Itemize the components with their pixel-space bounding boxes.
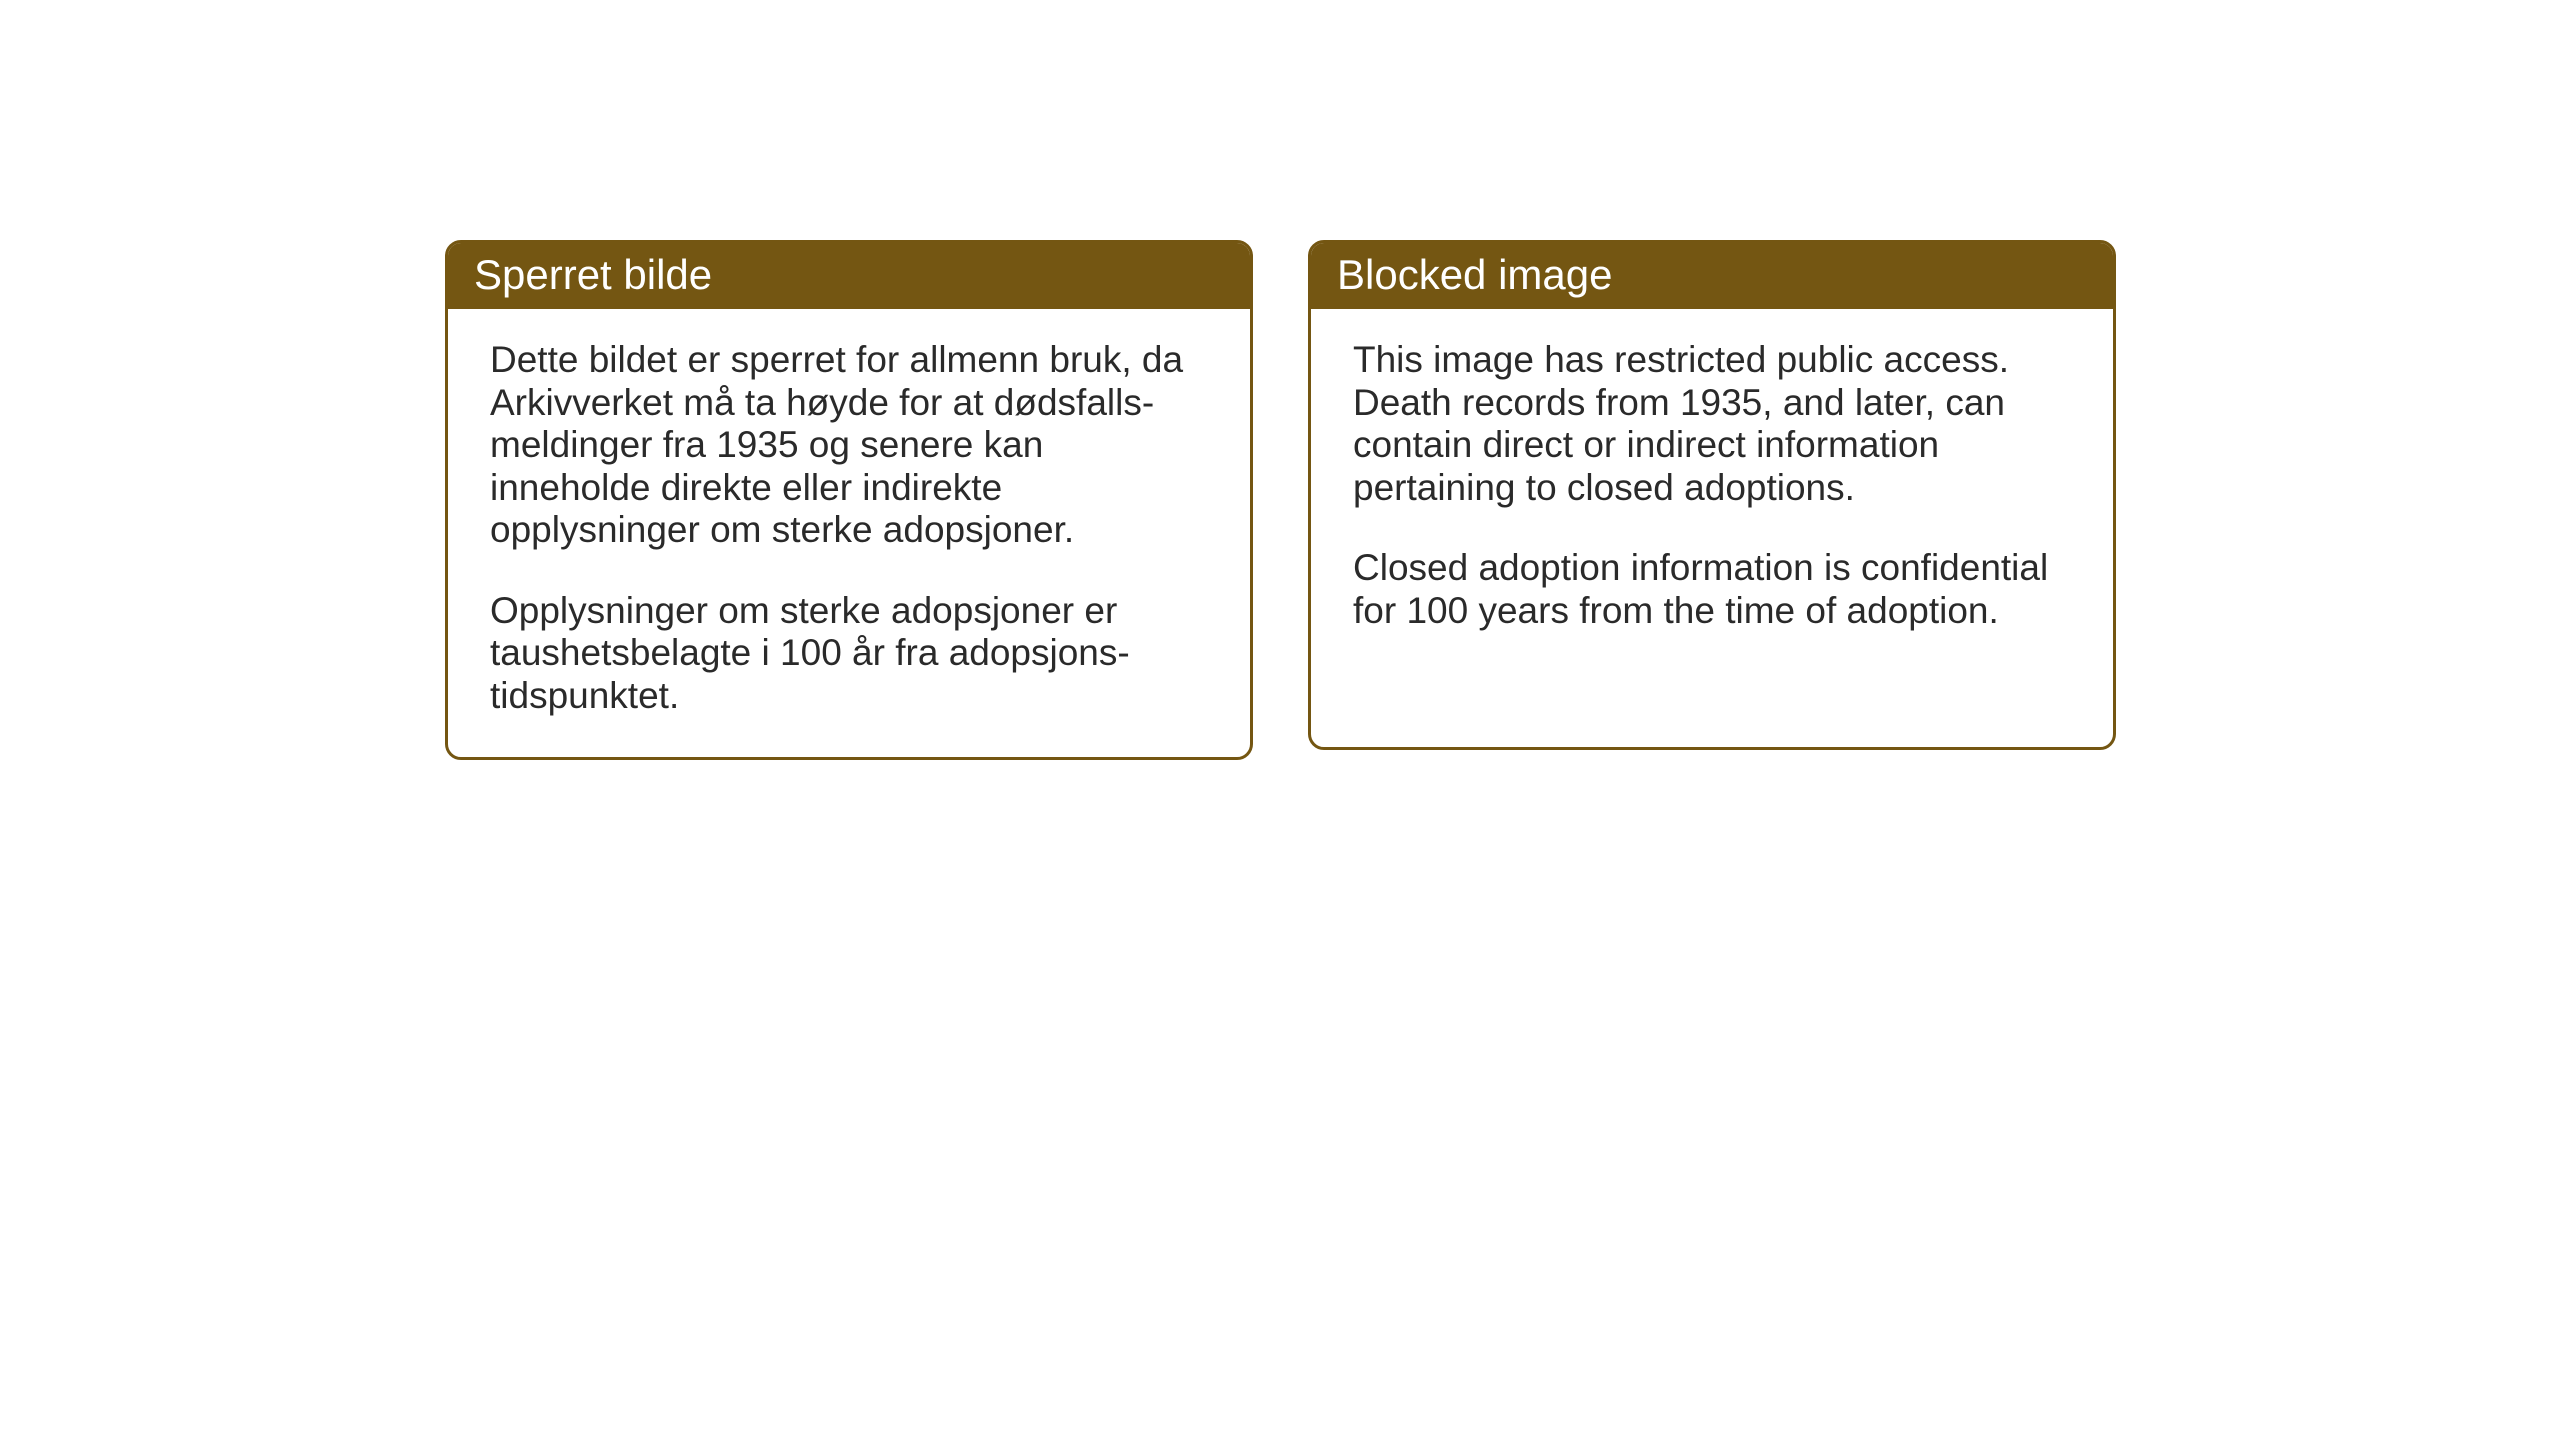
notice-container: Sperret bilde Dette bildet er sperret fo… — [445, 240, 2116, 760]
notice-header-english: Blocked image — [1311, 243, 2113, 309]
notice-paragraph-2-norwegian: Opplysninger om sterke adopsjoner er tau… — [490, 590, 1208, 718]
notice-body-english: This image has restricted public access.… — [1311, 309, 2113, 672]
notice-paragraph-2-english: Closed adoption information is confident… — [1353, 547, 2071, 632]
notice-body-norwegian: Dette bildet er sperret for allmenn bruk… — [448, 309, 1250, 757]
notice-box-english: Blocked image This image has restricted … — [1308, 240, 2116, 750]
notice-header-norwegian: Sperret bilde — [448, 243, 1250, 309]
notice-title-english: Blocked image — [1337, 251, 1612, 298]
notice-paragraph-1-english: This image has restricted public access.… — [1353, 339, 2071, 509]
notice-box-norwegian: Sperret bilde Dette bildet er sperret fo… — [445, 240, 1253, 760]
notice-paragraph-1-norwegian: Dette bildet er sperret for allmenn bruk… — [490, 339, 1208, 552]
notice-title-norwegian: Sperret bilde — [474, 251, 712, 298]
